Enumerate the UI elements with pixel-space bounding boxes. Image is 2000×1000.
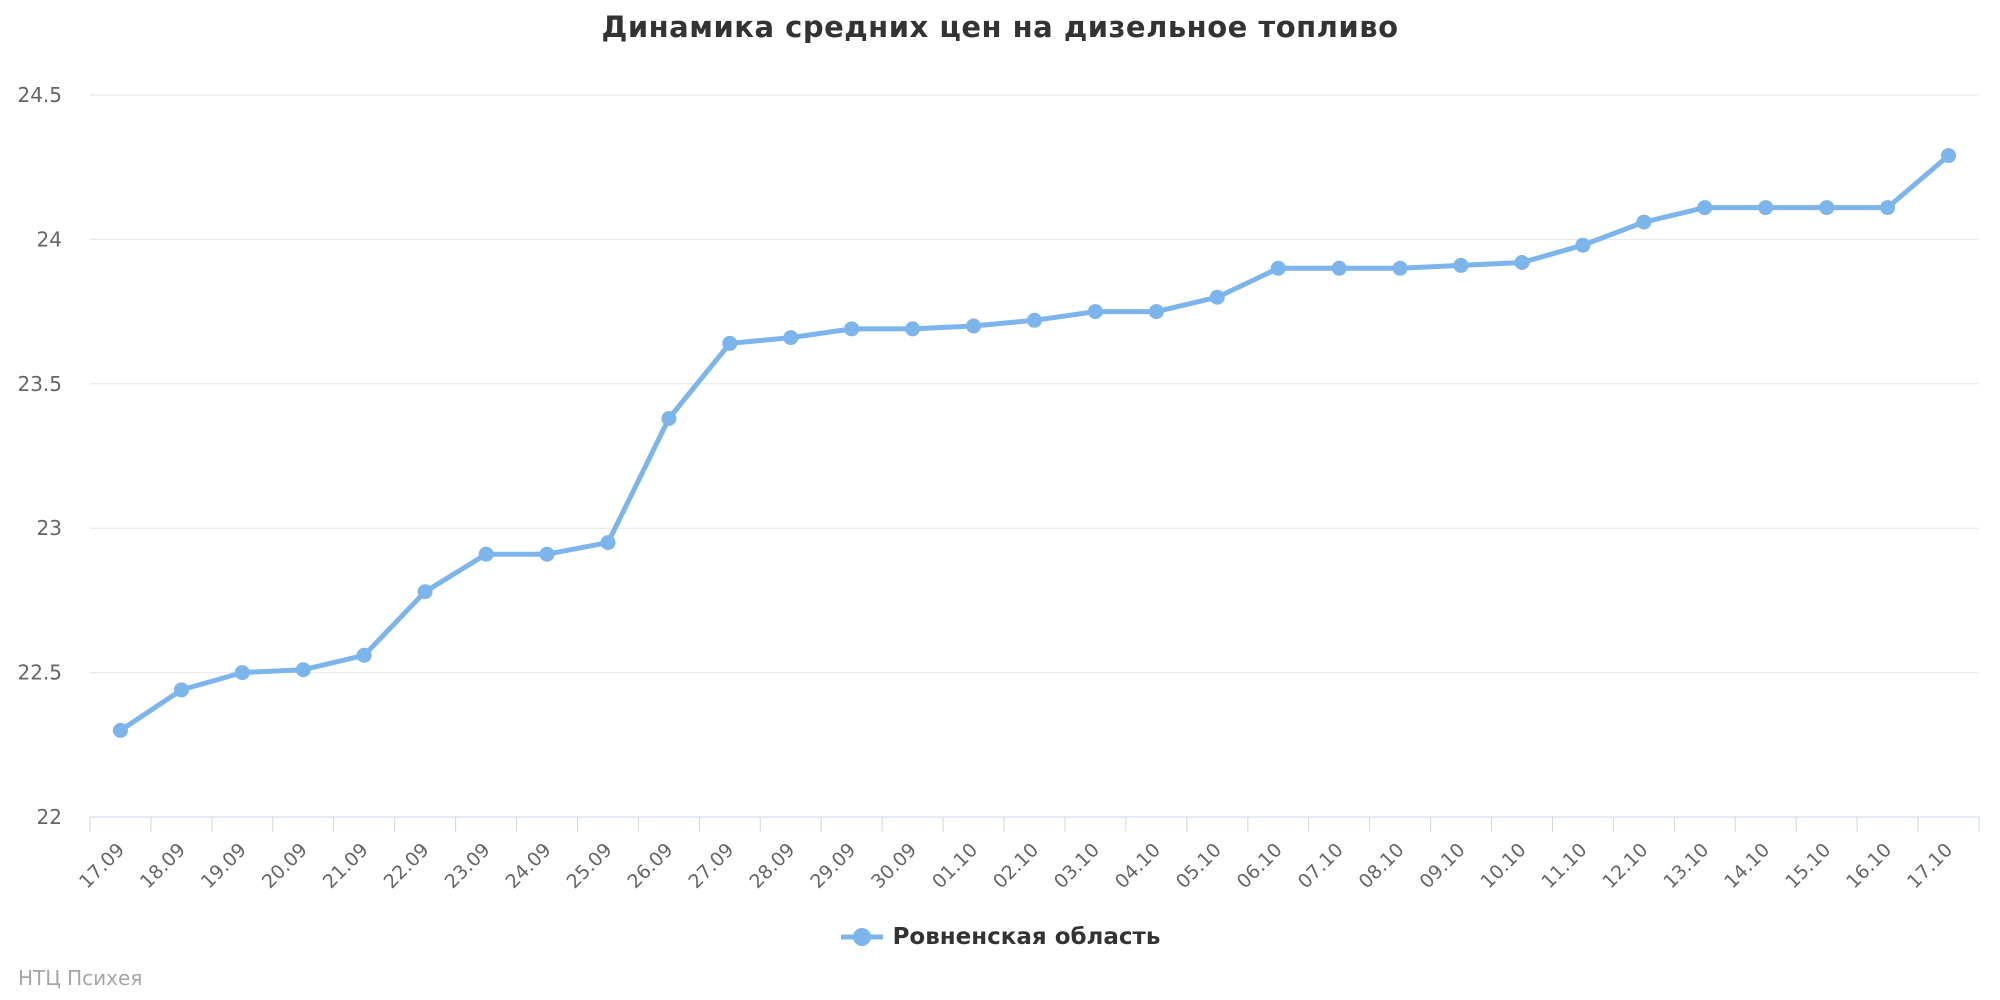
x-axis-label: 04.10 (1111, 839, 1165, 893)
y-axis-label: 22.5 (17, 661, 62, 685)
data-point[interactable] (1027, 312, 1042, 328)
data-point[interactable] (1148, 304, 1164, 320)
y-axis-label: 23 (37, 516, 62, 540)
x-axis-label: 29.09 (806, 839, 860, 893)
data-point[interactable] (1087, 304, 1103, 320)
x-axis-label: 26.09 (623, 839, 677, 893)
x-axis-label: 22.09 (380, 839, 434, 893)
series-line (118, 153, 1951, 733)
x-axis-label: 14.10 (1720, 839, 1774, 893)
x-axis-label: 28.09 (745, 839, 799, 893)
legend-marker-icon (840, 928, 883, 946)
data-point[interactable] (295, 662, 311, 678)
x-axis-label: 12.10 (1598, 839, 1652, 893)
x-axis-label: 10.10 (1477, 839, 1531, 893)
legend-item[interactable]: Ровненская область (840, 924, 1161, 950)
x-axis-label: 16.10 (1842, 839, 1896, 893)
x-axis-label: 30.09 (867, 839, 921, 893)
data-point[interactable] (1697, 200, 1713, 216)
x-axis-label: 20.09 (258, 839, 312, 893)
data-point[interactable] (539, 546, 555, 562)
x-axis-label: 19.09 (197, 839, 251, 893)
data-point[interactable] (905, 321, 921, 337)
data-point[interactable] (661, 411, 677, 426)
x-axis-label: 23.09 (441, 839, 495, 893)
data-point[interactable] (1819, 200, 1835, 216)
y-axis-label: 24 (37, 227, 62, 251)
x-axis-label: 01.10 (928, 839, 982, 893)
x-axis-label: 03.10 (1050, 839, 1104, 893)
x-axis-label: 05.10 (1172, 839, 1226, 893)
data-point[interactable] (173, 682, 189, 698)
data-point[interactable] (1270, 260, 1286, 276)
data-point[interactable] (113, 722, 128, 738)
x-axis-label: 17.10 (1903, 839, 1957, 893)
x-axis-label: 11.10 (1537, 839, 1591, 893)
x-axis-label: 07.10 (1294, 839, 1348, 893)
x-axis-label: 21.09 (319, 839, 373, 893)
data-point[interactable] (1575, 237, 1591, 253)
data-point[interactable] (417, 584, 433, 600)
data-point[interactable] (1514, 255, 1530, 270)
data-point[interactable] (1453, 257, 1469, 273)
x-axis-label: 08.10 (1355, 839, 1409, 893)
x-axis-label: 24.09 (502, 839, 556, 893)
data-point[interactable] (1392, 260, 1408, 276)
data-point[interactable] (844, 321, 860, 337)
legend-label: Ровненская область (892, 924, 1161, 950)
x-axis-label: 18.09 (136, 839, 190, 893)
y-axis-label: 22 (37, 805, 62, 829)
x-axis-label: 13.10 (1659, 839, 1713, 893)
data-point[interactable] (1331, 260, 1347, 276)
x-axis-label: 17.09 (75, 839, 129, 893)
y-axis-label: 24.5 (17, 83, 62, 107)
data-point[interactable] (966, 318, 982, 334)
data-point[interactable] (600, 535, 616, 551)
data-point[interactable] (1880, 200, 1896, 216)
x-axis-label: 02.10 (989, 839, 1043, 893)
data-point[interactable] (1636, 214, 1652, 230)
x-axis-label: 09.10 (1416, 839, 1470, 893)
x-axis-label: 25.09 (563, 839, 617, 893)
data-point[interactable] (1209, 289, 1225, 305)
legend: Ровненская область (0, 924, 2000, 950)
chart-title: Динамика средних цен на дизельное топлив… (601, 10, 1399, 44)
data-point[interactable] (722, 335, 738, 351)
x-axis-label: 15.10 (1781, 839, 1835, 893)
data-point[interactable] (783, 330, 799, 346)
data-point[interactable] (1758, 200, 1774, 216)
x-axis-label: 27.09 (684, 839, 738, 893)
y-axis-label: 23.5 (17, 372, 62, 396)
data-point[interactable] (478, 546, 494, 562)
watermark: НТЦ Психея (18, 966, 143, 990)
x-axis-label: 06.10 (1233, 839, 1287, 893)
data-point[interactable] (1941, 148, 1956, 164)
data-point[interactable] (356, 647, 372, 663)
data-point[interactable] (234, 665, 250, 681)
